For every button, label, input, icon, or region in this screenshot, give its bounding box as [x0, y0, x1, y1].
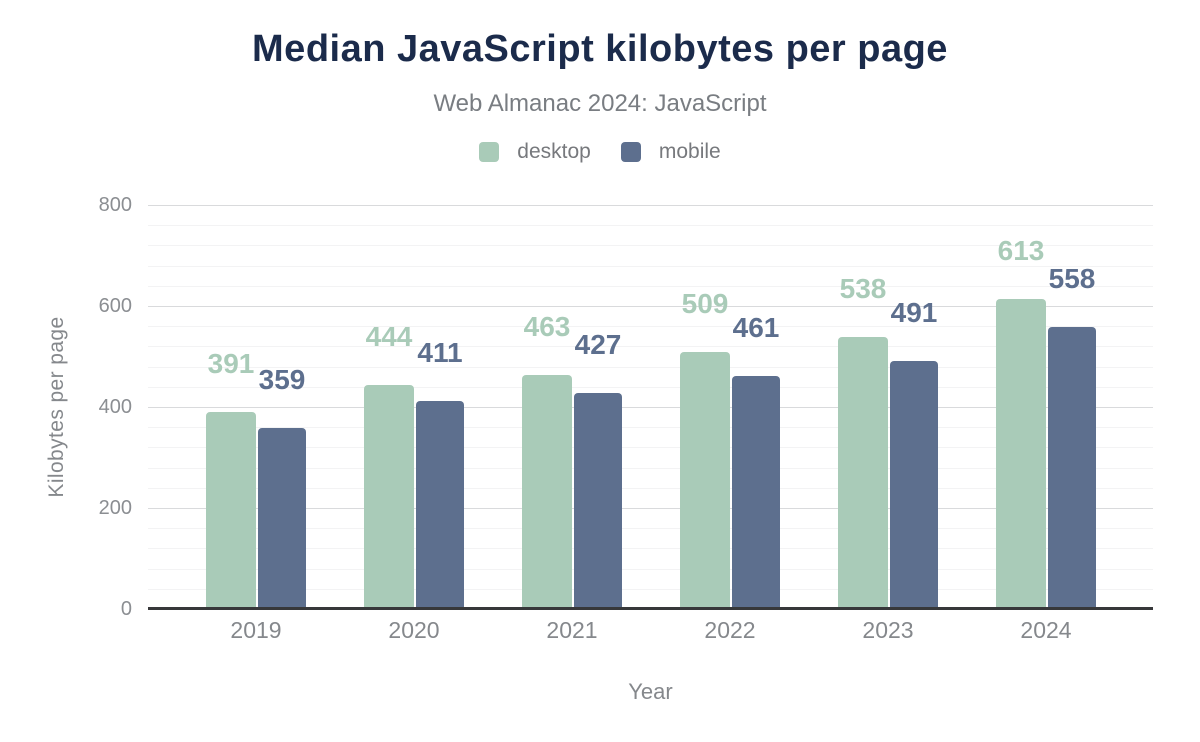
bar-mobile-2024[interactable] [1048, 327, 1096, 609]
bar-desktop-2022[interactable] [680, 351, 730, 609]
x-tick-2020: 2020 [388, 617, 440, 643]
bar-desktop-2019[interactable] [206, 411, 256, 609]
y-tick-800: 800 [98, 194, 132, 216]
gridline-major-800 [148, 205, 1153, 206]
value-label-desktop-2022: 509 [681, 287, 729, 319]
bar-desktop-2023[interactable] [838, 337, 888, 609]
x-axis-line [148, 607, 1153, 610]
bar-mobile-2022[interactable] [732, 376, 780, 609]
value-label-desktop-2020: 444 [365, 320, 413, 352]
gridline-minor-240 [148, 487, 1153, 489]
gridline-minor-720 [148, 245, 1153, 247]
gridline-minor-640 [148, 285, 1153, 287]
x-axis-title: Year [628, 679, 673, 704]
value-label-mobile-2024: 558 [1048, 263, 1096, 295]
gridline-minor-80 [148, 568, 1153, 570]
gridline-major-400 [148, 407, 1153, 408]
gridline-minor-360 [148, 427, 1153, 429]
x-tick-2024: 2024 [1020, 617, 1072, 643]
gridline-minor-760 [148, 225, 1153, 227]
bar-mobile-2021[interactable] [574, 393, 622, 609]
bar-desktop-2020[interactable] [364, 384, 414, 609]
value-label-mobile-2020: 411 [417, 337, 463, 369]
chart-legend: desktop mobile [0, 140, 1200, 164]
y-tick-600: 600 [98, 295, 132, 317]
bar-desktop-2024[interactable] [996, 299, 1046, 609]
x-tick-2019: 2019 [230, 617, 282, 643]
bar-desktop-2021[interactable] [522, 375, 572, 609]
legend-label-mobile: mobile [658, 140, 721, 163]
legend-swatch-desktop-icon [479, 142, 500, 162]
legend-item-mobile[interactable]: mobile [620, 140, 721, 164]
gridline-minor-680 [148, 265, 1153, 267]
chart-subtitle: Web Almanac 2024: JavaScript [433, 90, 767, 117]
y-tick-200: 200 [98, 497, 132, 519]
x-tick-2022: 2022 [704, 617, 756, 643]
value-label-desktop-2019: 391 [207, 347, 255, 379]
gridline-minor-120 [148, 548, 1153, 550]
gridline-minor-280 [148, 467, 1153, 469]
value-label-mobile-2023: 491 [890, 297, 938, 329]
bar-mobile-2019[interactable] [258, 427, 306, 609]
x-tick-2021: 2021 [546, 617, 598, 643]
value-label-mobile-2022: 461 [732, 312, 780, 344]
legend-item-desktop[interactable]: desktop [479, 140, 591, 164]
gridline-major-600 [148, 306, 1153, 307]
bar-mobile-2023[interactable] [890, 361, 938, 609]
chart-title: Median JavaScript kilobytes per page [252, 28, 948, 70]
bar-mobile-2020[interactable] [416, 401, 464, 609]
y-tick-400: 400 [98, 396, 132, 418]
y-tick-0: 0 [120, 598, 132, 620]
value-label-desktop-2023: 538 [839, 273, 887, 305]
value-label-desktop-2021: 463 [523, 311, 571, 343]
gridline-minor-160 [148, 528, 1153, 530]
value-label-mobile-2019: 359 [258, 363, 306, 395]
gridline-minor-560 [148, 326, 1153, 328]
gridline-major-200 [148, 508, 1153, 509]
gridline-minor-40 [148, 588, 1153, 590]
gridline-minor-520 [148, 346, 1153, 348]
legend-swatch-mobile-icon [620, 142, 641, 162]
legend-label-desktop: desktop [517, 140, 591, 163]
gridline-minor-320 [148, 447, 1153, 449]
x-tick-2023: 2023 [862, 617, 914, 643]
value-label-desktop-2024: 613 [997, 235, 1045, 267]
gridline-minor-440 [148, 386, 1153, 388]
gridline-minor-480 [148, 366, 1153, 368]
value-label-mobile-2021: 427 [574, 329, 622, 361]
